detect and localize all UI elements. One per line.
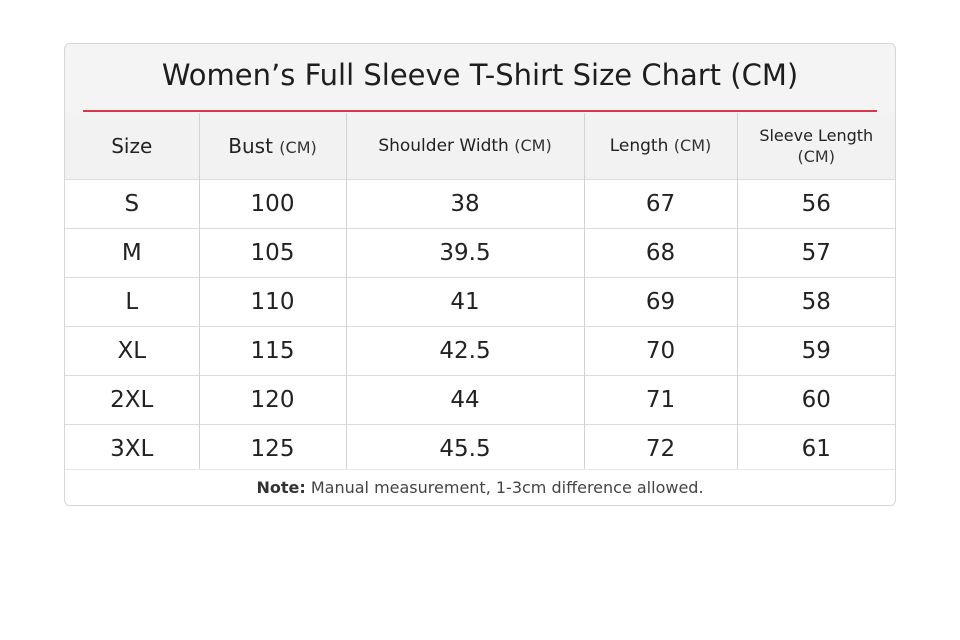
table-cell: 70: [584, 326, 738, 376]
header-unit: (CM): [514, 136, 552, 155]
table-cell: 42.5: [346, 326, 585, 376]
table-cell: 57: [737, 228, 895, 278]
header-name: Size: [111, 134, 153, 158]
table-cell: L: [65, 277, 200, 327]
header-cell: Sleeve Length (CM): [737, 113, 895, 180]
title-underline: [83, 110, 877, 112]
table-cell: 71: [584, 375, 738, 425]
note-text: Manual measurement, 1-3cm difference all…: [310, 478, 704, 497]
header-name: Sleeve Length: [759, 126, 874, 145]
table-cell: XL: [65, 326, 200, 376]
header-cell: Size: [65, 113, 200, 180]
header-row: Size Bust (CM) Shoulder Width (CM) Length (…: [65, 113, 895, 180]
table-cell: 3XL: [65, 424, 200, 473]
table-cell: 115: [199, 326, 347, 376]
table-body: S 100 38 67 56 M 105 39.5 68 57 L 110 41 69 58 XL 115 42.…: [65, 179, 895, 473]
table-cell: 58: [737, 277, 895, 327]
table-row: 3XL 125 45.5 72 61: [65, 424, 895, 473]
table-cell: 45.5: [346, 424, 585, 473]
table-cell: 105: [199, 228, 347, 278]
table-cell: S: [65, 179, 200, 229]
header-unit: (CM): [279, 138, 317, 157]
table-cell: 44: [346, 375, 585, 425]
size-chart-card: Women’s Full Sleeve T-Shirt Size Chart (…: [64, 43, 896, 506]
table-cell: 68: [584, 228, 738, 278]
note: Note: Manual measurement, 1-3cm differen…: [65, 469, 895, 505]
size-table: Size Bust (CM) Shoulder Width (CM) Length (…: [65, 113, 895, 473]
table-row: L 110 41 69 58: [65, 277, 895, 327]
table-row: M 105 39.5 68 57: [65, 228, 895, 278]
header-name: Length: [609, 136, 669, 156]
header-cell: Bust (CM): [199, 113, 347, 180]
table-cell: 60: [737, 375, 895, 425]
header-name: Shoulder Width: [378, 136, 509, 156]
table-cell: 61: [737, 424, 895, 473]
table-row: XL 115 42.5 70 59: [65, 326, 895, 376]
header-cell: Shoulder Width (CM): [346, 113, 585, 180]
table-cell: 125: [199, 424, 347, 473]
table-cell: 38: [346, 179, 585, 229]
note-label: Note:: [256, 478, 306, 497]
table-cell: 100: [199, 179, 347, 229]
table-cell: 110: [199, 277, 347, 327]
table-cell: M: [65, 228, 200, 278]
table-cell: 2XL: [65, 375, 200, 425]
table-row: 2XL 120 44 71 60: [65, 375, 895, 425]
header-unit: (CM): [797, 147, 835, 166]
table-cell: 67: [584, 179, 738, 229]
table-cell: 69: [584, 277, 738, 327]
header-cell: Length (CM): [584, 113, 738, 180]
title: Women’s Full Sleeve T-Shirt Size Chart (…: [161, 58, 799, 92]
table-cell: 72: [584, 424, 738, 473]
table-cell: 120: [199, 375, 347, 425]
table-cell: 41: [346, 277, 585, 327]
table-cell: 59: [737, 326, 895, 376]
table-row: S 100 38 67 56: [65, 179, 895, 229]
table-cell: 56: [737, 179, 895, 229]
table-cell: 39.5: [346, 228, 585, 278]
header-unit: (CM): [673, 136, 712, 155]
header-name: Bust: [228, 134, 273, 158]
